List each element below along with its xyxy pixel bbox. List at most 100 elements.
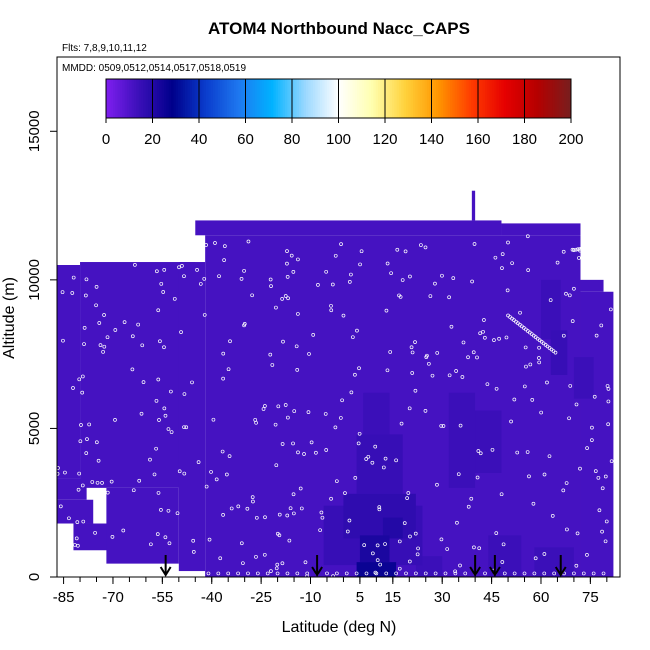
sample-point	[58, 504, 63, 509]
x-tick-label: -10	[300, 589, 322, 606]
colorbar-swatch	[303, 79, 307, 118]
sample-point	[542, 552, 547, 556]
colorbar-swatch	[487, 79, 491, 118]
colorbar-swatch	[543, 79, 546, 118]
sample-point	[78, 439, 83, 444]
sample-point	[158, 339, 162, 344]
sample-point	[572, 286, 576, 291]
sample-point	[461, 340, 466, 345]
sample-point	[190, 380, 194, 385]
sample-point	[180, 263, 184, 268]
colorbar-swatch	[289, 79, 293, 118]
colorbar-tick-label: 20	[144, 131, 161, 148]
colorbar-swatch	[296, 79, 300, 118]
colorbar-tick-label: 140	[419, 131, 444, 148]
sample-point	[606, 399, 611, 404]
sample-point	[130, 334, 135, 339]
sample-point	[182, 392, 187, 396]
sample-point	[166, 427, 171, 431]
sample-point	[75, 520, 80, 525]
colorbar-swatch	[419, 79, 423, 118]
colorbar-swatch	[133, 79, 137, 118]
sample-point	[225, 472, 229, 477]
sample-point	[169, 389, 173, 394]
sample-point	[406, 491, 411, 495]
y-tick-label: 10000	[26, 259, 43, 301]
sample-point	[581, 571, 586, 576]
sample-point	[500, 266, 504, 270]
sample-point	[509, 419, 513, 424]
colorbar-swatch	[554, 79, 558, 118]
sample-point	[599, 323, 604, 328]
sample-point	[356, 441, 361, 446]
colorbar: 0 20 40 60 80 100 120 140 160 180 200	[102, 78, 584, 148]
colorbar-swatch	[108, 79, 112, 118]
sample-point	[416, 546, 420, 551]
colorbar-swatch	[526, 79, 530, 118]
colorbar-swatch	[533, 79, 537, 118]
sample-point	[512, 571, 517, 576]
colorbar-swatch	[373, 79, 377, 118]
sample-point	[294, 344, 299, 349]
colorbar-swatch	[326, 79, 330, 118]
sample-point	[550, 514, 555, 518]
coverage-block	[178, 262, 206, 572]
sample-point	[137, 478, 142, 483]
x-axis-label: Latitude (deg N)	[282, 619, 397, 636]
sample-point	[298, 486, 303, 491]
sample-point	[221, 376, 225, 381]
colorbar-swatch	[415, 79, 418, 118]
sample-point	[291, 492, 296, 497]
sample-point	[463, 571, 468, 576]
colorbar-swatch	[298, 79, 302, 118]
sample-point	[250, 293, 254, 298]
sample-point	[202, 276, 207, 281]
colorbar-swatch	[308, 79, 311, 118]
coverage-block	[80, 262, 196, 488]
sample-point	[405, 496, 409, 500]
sample-point	[589, 244, 594, 248]
sample-point	[413, 531, 418, 536]
sample-point	[593, 469, 598, 473]
sample-point	[608, 307, 613, 312]
colorbar-swatch	[199, 79, 202, 118]
coverage-block	[471, 190, 476, 221]
sample-point	[229, 506, 234, 511]
sample-point	[451, 276, 456, 281]
sample-point	[217, 274, 221, 279]
sample-point	[335, 571, 339, 576]
colorbar-tick-label: 100	[326, 131, 351, 148]
sample-point	[222, 258, 226, 262]
sample-point	[476, 449, 481, 453]
sample-point	[410, 350, 415, 355]
sample-point	[177, 469, 182, 474]
colorbar-swatch	[524, 79, 528, 118]
colorbar-swatch	[382, 79, 386, 118]
sample-point	[305, 571, 310, 576]
sample-point	[357, 431, 362, 436]
sample-point	[95, 480, 100, 485]
sample-point	[196, 460, 201, 464]
colorbar-swatch	[124, 79, 128, 118]
sample-point	[80, 483, 85, 488]
x-tick-label: 15	[384, 589, 401, 606]
sample-point	[574, 402, 579, 407]
sample-point	[385, 261, 390, 266]
sample-point	[375, 558, 380, 562]
colorbar-swatch	[340, 79, 344, 118]
colorbar-swatch	[161, 79, 165, 118]
sounding-arrows	[159, 555, 567, 577]
sample-point	[283, 294, 288, 298]
flight-samples	[55, 234, 614, 579]
sample-point	[409, 345, 414, 350]
sample-point	[195, 267, 199, 272]
sample-point	[182, 425, 186, 430]
colorbar-swatch	[471, 79, 474, 118]
x-tick-label: 30	[434, 589, 451, 606]
sample-point	[478, 331, 482, 336]
colorbar-swatch	[452, 79, 456, 118]
sample-point	[207, 537, 212, 542]
sample-point	[522, 571, 527, 576]
colorbar-swatch	[110, 79, 114, 118]
colorbar-swatch	[273, 79, 277, 118]
